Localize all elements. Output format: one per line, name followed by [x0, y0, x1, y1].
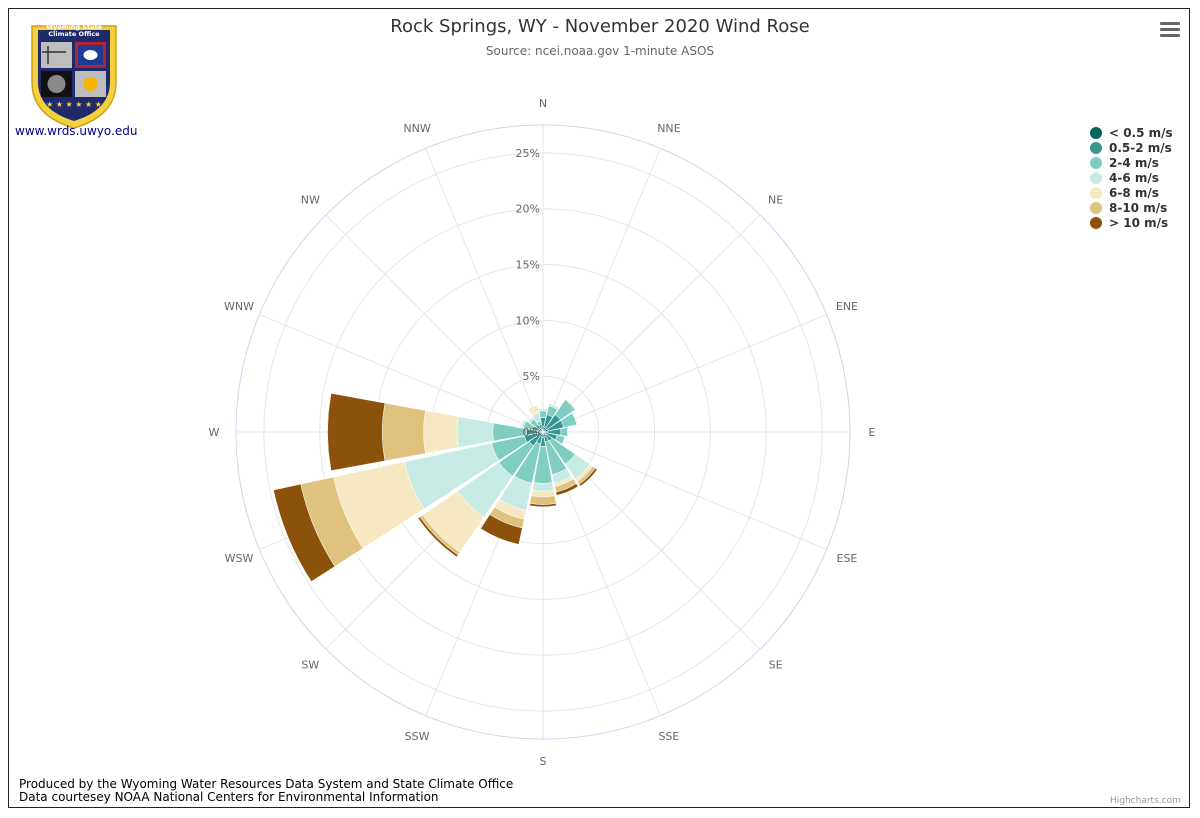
wyoming-climate-office-logo: Wyoming State Climate Office ★ ★ ★ ★ ★ ★ [31, 23, 117, 129]
direction-label-N: N [539, 97, 547, 110]
menu-line [1160, 34, 1180, 37]
legend-symbol [1090, 201, 1102, 214]
bar-NW-3[interactable] [527, 416, 535, 424]
legend-label: 0.5-2 m/s [1109, 140, 1172, 155]
svg-text:★ ★ ★ ★ ★ ★: ★ ★ ★ ★ ★ ★ [46, 100, 102, 109]
legend-item[interactable]: 0.5-2 m/s [1090, 140, 1173, 155]
website-link[interactable]: www.wrds.uwyo.edu [15, 124, 138, 138]
bar-W-5[interactable] [381, 402, 426, 462]
direction-label-E: E [869, 426, 876, 439]
legend-symbol [1090, 216, 1102, 229]
grid-spoke [542, 431, 827, 550]
direction-label-SW: SW [301, 659, 319, 672]
direction-label-WSW: WSW [225, 552, 254, 565]
bar-SW-6[interactable] [417, 516, 459, 558]
radial-tick-label: 15% [516, 259, 540, 272]
bar-S-6[interactable] [529, 503, 557, 508]
footer-line-2: Data courtesey NOAA National Centers for… [19, 790, 439, 804]
grid-spoke [259, 314, 544, 433]
direction-label-NNE: NNE [657, 122, 680, 135]
menu-line [1160, 22, 1180, 25]
legend-symbol [1090, 171, 1102, 184]
legend-label: 2-4 m/s [1109, 155, 1159, 170]
grid-spoke [425, 148, 544, 433]
bar-SE-6[interactable] [578, 467, 598, 487]
bar-ESE-3[interactable] [561, 436, 567, 446]
bar-S-3[interactable] [532, 482, 554, 492]
direction-label-SSE: SSE [658, 730, 679, 743]
bar-S-4[interactable] [531, 489, 555, 497]
bar-SSW-6[interactable] [480, 514, 523, 545]
menu-line [1160, 28, 1180, 31]
chart-title: Rock Springs, WY - November 2020 Wind Ro… [390, 16, 810, 37]
radial-tick-label: 0% [523, 426, 540, 439]
direction-label-SSW: SSW [405, 730, 430, 743]
direction-label-ESE: ESE [837, 552, 858, 565]
grid-spoke [325, 214, 544, 433]
legend-label: > 10 m/s [1109, 215, 1169, 230]
direction-label-S: S [540, 755, 547, 768]
bar-SSE-6[interactable] [555, 483, 579, 496]
bar-NNW-5[interactable] [528, 405, 538, 411]
legend-symbol [1090, 186, 1102, 199]
legend-symbol [1090, 141, 1102, 154]
legend-label: < 0.5 m/s [1109, 125, 1173, 140]
bar-WNW-4[interactable] [519, 418, 525, 428]
logo-text-line2: Climate Office [48, 30, 100, 38]
polar-labels: 0% 5% 10% 15% 20% 25% N NNE NE ENE E ESE SE SSE S SSW SW… [209, 97, 876, 768]
bar-E-3[interactable] [566, 427, 569, 437]
legend-item[interactable]: 4-6 m/s [1090, 170, 1173, 185]
bar-W-4[interactable] [423, 410, 459, 454]
bar-E-2[interactable] [560, 427, 568, 437]
direction-label-NNW: NNW [403, 122, 430, 135]
grid-spoke [542, 214, 761, 433]
bar-S-5[interactable] [529, 495, 557, 505]
footer-line-1: Produced by the Wyoming Water Resources … [19, 777, 514, 791]
bar-NE-3[interactable] [564, 398, 577, 411]
radial-tick-label: 10% [516, 314, 540, 327]
direction-label-W: W [209, 426, 220, 439]
legend-symbol [1090, 156, 1102, 169]
chart-subtitle: Source: ncei.noaa.gov 1-minute ASOS [485, 44, 715, 58]
direction-label-ENE: ENE [836, 300, 858, 313]
direction-label-NE: NE [768, 193, 783, 206]
legend-item[interactable]: < 0.5 m/s [1090, 125, 1173, 140]
grid-spoke [542, 148, 661, 433]
highcharts-credit-link[interactable]: Highcharts.com [1110, 796, 1181, 806]
legend-item[interactable]: > 10 m/s [1090, 215, 1173, 230]
legend-label: 6-8 m/s [1109, 185, 1159, 200]
chart-frame [8, 8, 1190, 808]
bar-W-6[interactable] [327, 393, 386, 471]
legend-label: 4-6 m/s [1109, 170, 1159, 185]
legend-item[interactable]: 8-10 m/s [1090, 200, 1173, 215]
legend-label: 8-10 m/s [1109, 200, 1168, 215]
logo-text-line1: Wyoming State [46, 23, 103, 31]
wind-rose-bars [273, 393, 598, 582]
direction-label-NW: NW [301, 193, 320, 206]
radial-tick-label: 20% [516, 203, 540, 216]
direction-label-SE: SE [769, 659, 783, 672]
grid-spoke [542, 314, 827, 433]
direction-label-WNW: WNW [224, 300, 254, 313]
bar-N-2[interactable] [538, 410, 548, 419]
bar-N-3[interactable] [538, 408, 548, 412]
legend: < 0.5 m/s 0.5-2 m/s 2-4 m/s 4-6 m/s 6-8 m/s 8… [1090, 125, 1173, 230]
hamburger-menu-icon[interactable] [1160, 22, 1180, 40]
bar-NNE-3[interactable] [548, 403, 560, 410]
footer-credits: Produced by the Wyoming Water Resources … [19, 778, 513, 804]
bar-ENE-3[interactable] [571, 412, 579, 426]
legend-item[interactable]: 6-8 m/s [1090, 185, 1173, 200]
legend-item[interactable]: 2-4 m/s [1090, 155, 1173, 170]
radial-tick-label: 5% [523, 370, 540, 383]
legend-symbol [1090, 126, 1102, 139]
bar-WSW-6[interactable] [273, 483, 336, 582]
radial-tick-label: 25% [516, 147, 540, 160]
